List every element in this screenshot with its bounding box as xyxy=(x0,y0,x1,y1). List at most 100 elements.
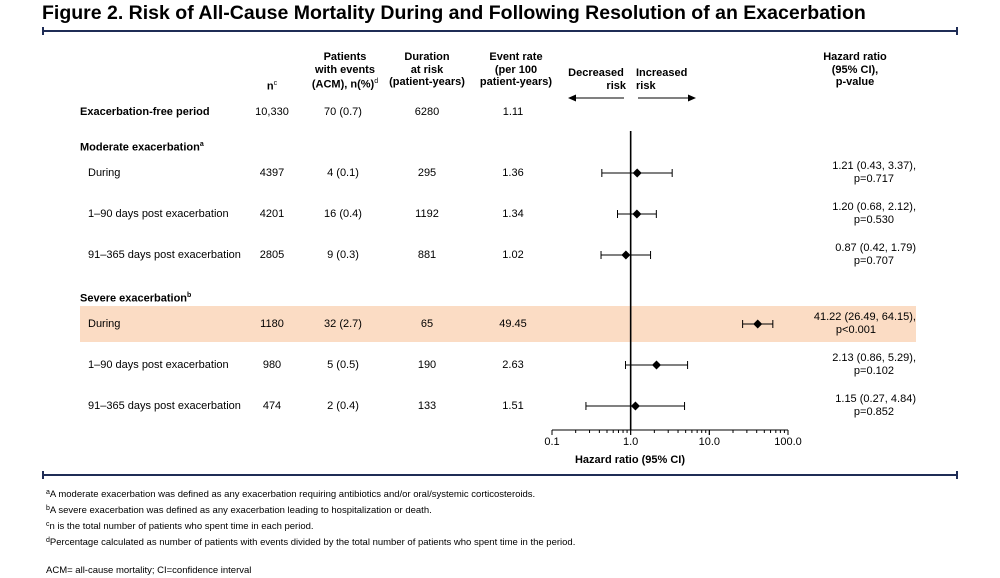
footnote-b-text: A severe exacerbation was defined as any… xyxy=(49,505,432,516)
hazard-ratio-line: 1.15 (0.27, 4.84) xyxy=(835,393,916,405)
cell-events: 70 (0.7) xyxy=(324,106,362,118)
header-rate-line3: patient-years) xyxy=(479,76,553,88)
row-label: During xyxy=(88,167,121,179)
bottom-rule xyxy=(42,471,958,479)
row-label: Exacerbation-free period xyxy=(80,106,210,118)
header-events-line3: (ACM), n(%)d xyxy=(300,76,390,91)
footnote-a-text: A moderate exacerbation was defined as a… xyxy=(49,489,536,500)
hazard-ratio-line: 0.87 (0.42, 1.79) xyxy=(835,242,916,254)
header-rate-line1: Event rate xyxy=(489,51,543,63)
hazard-ratio-line: p=0.530 xyxy=(853,213,894,226)
cell-duration: 133 xyxy=(417,400,437,412)
header-decreased-risk: Decreased risk xyxy=(560,67,632,92)
tick-label: 10.0 xyxy=(698,436,721,448)
ci-mark xyxy=(585,401,686,411)
hazard-ratio-line: 1.21 (0.43, 3.37), xyxy=(832,160,916,172)
footnote-a: aA moderate exacerbation was defined as … xyxy=(46,486,575,502)
ci-mark xyxy=(600,250,652,260)
row-label: 1–90 days post exacerbation xyxy=(88,359,229,371)
header-events-line3-text: (ACM), n(%) xyxy=(311,78,375,91)
abbreviations: ACM= all-cause mortality; CI=confidence … xyxy=(46,565,252,576)
cell-rate: 1.51 xyxy=(502,400,524,412)
cell-events: 32 (2.7) xyxy=(324,318,362,330)
cell-n: 980 xyxy=(262,359,282,371)
hazard-ratio-text: 2.13 (0.86, 5.29), p=0.102 xyxy=(832,352,916,377)
point-estimate xyxy=(651,360,661,370)
footnote-c-text: n is the total number of patients who sp… xyxy=(49,521,314,532)
header-hr-line2: (95% CI), xyxy=(831,63,879,76)
header-decreased-line2: risk xyxy=(606,79,626,92)
cell-rate: 1.11 xyxy=(502,106,524,118)
row-label: 91–365 days post exacerbation xyxy=(88,249,241,261)
cell-duration: 1192 xyxy=(415,208,439,220)
hazard-ratio-line: p<0.001 xyxy=(835,323,876,336)
cell-n: 474 xyxy=(262,400,282,412)
header-duration-line2: at risk xyxy=(410,63,444,76)
header-hr-line3: p-value xyxy=(835,76,875,88)
cell-events: 4 (0.1) xyxy=(327,167,359,179)
point-estimate xyxy=(753,319,763,329)
hazard-ratio-line: p=0.717 xyxy=(853,172,894,185)
header-events-line2: with events xyxy=(315,63,375,76)
cell-n: 4201 xyxy=(259,208,285,220)
section-severe: Severe exacerbationb xyxy=(80,290,191,305)
decreased-arrowhead xyxy=(568,94,576,102)
cell-rate: 1.34 xyxy=(502,208,524,220)
cell-duration: 190 xyxy=(417,359,437,371)
tick-label: 100.0 xyxy=(774,436,802,448)
footnote-b-sup: b xyxy=(46,505,50,512)
header-hr-line1: Hazard ratio xyxy=(823,51,887,63)
point-estimate xyxy=(632,209,642,219)
increased-arrowhead xyxy=(688,94,696,102)
footnotes: aA moderate exacerbation was defined as … xyxy=(46,486,575,578)
hazard-ratio-line: p=0.102 xyxy=(853,364,894,377)
footnote-c: cn is the total number of patients who s… xyxy=(46,518,575,534)
row-label: 91–365 days post exacerbation xyxy=(88,400,241,412)
point-estimate xyxy=(630,401,640,411)
cell-n: 10,330 xyxy=(255,106,289,118)
section-moderate-sup: a xyxy=(199,141,204,148)
header-n-sup: c xyxy=(273,80,278,87)
section-severe-sup: b xyxy=(187,292,192,299)
cell-n: 4397 xyxy=(259,167,285,179)
highlight-band xyxy=(80,306,916,342)
row-label: 1–90 days post exacerbation xyxy=(88,208,229,220)
header-decreased-line1: Decreased xyxy=(568,67,624,79)
footnote-d: dPercentage calculated as number of pati… xyxy=(46,534,575,550)
hazard-ratio-text: 41.22 (26.49, 64.15), p<0.001 xyxy=(814,311,916,336)
cell-events: 9 (0.3) xyxy=(327,249,359,261)
header-rate-line2: (per 100 xyxy=(494,63,538,76)
header-n: nc xyxy=(252,78,292,93)
tick-label: 1.0 xyxy=(623,436,639,448)
ci-mark xyxy=(625,360,689,370)
footnote-d-text: Percentage calculated as number of patie… xyxy=(49,537,576,548)
header-n-text: n xyxy=(266,80,274,93)
cell-rate: 2.63 xyxy=(502,359,524,371)
forest-plot xyxy=(551,94,789,435)
header-events-line1: Patients xyxy=(323,51,367,63)
hazard-ratio-text: 1.21 (0.43, 3.37), p=0.717 xyxy=(832,160,916,185)
cell-n: 2805 xyxy=(259,249,285,261)
footnote-b: bA severe exacerbation was defined as an… xyxy=(46,502,575,518)
footnote-a-sup: a xyxy=(46,489,50,496)
header-rate: Event rate (per 100 patient-years) xyxy=(471,51,561,89)
hazard-ratio-line: p=0.852 xyxy=(853,405,894,418)
header-increased-risk: Increased risk xyxy=(636,67,696,92)
axis-title: Hazard ratio (95% CI) xyxy=(574,454,686,466)
cell-events: 16 (0.4) xyxy=(324,208,362,220)
hazard-ratio-line: 41.22 (26.49, 64.15), xyxy=(813,311,916,323)
ci-mark xyxy=(742,319,774,329)
ci-mark xyxy=(601,168,673,178)
header-duration: Duration at risk (patient-years) xyxy=(377,51,477,89)
cell-events: 5 (0.5) xyxy=(327,359,359,371)
header-duration-line3: (patient-years) xyxy=(389,76,465,88)
header-hazard-ratio: Hazard ratio (95% CI), p-value xyxy=(800,51,910,89)
cell-rate: 1.36 xyxy=(502,167,524,179)
top-rule xyxy=(42,27,958,35)
point-estimate xyxy=(621,250,631,260)
cell-events: 2 (0.4) xyxy=(327,400,359,412)
hazard-ratio-text: 0.87 (0.42, 1.79) p=0.707 xyxy=(835,242,916,267)
point-estimate xyxy=(632,168,642,178)
header-events: Patients with events (ACM), n(%)d xyxy=(300,51,390,91)
section-severe-text: Severe exacerbation xyxy=(80,292,188,305)
